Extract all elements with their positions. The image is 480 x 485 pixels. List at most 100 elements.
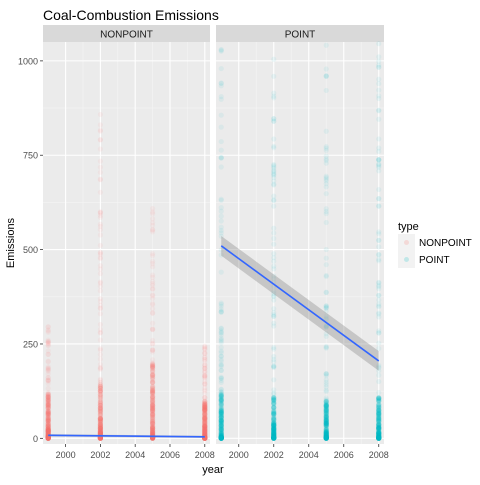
point-point <box>218 208 224 214</box>
point-nonpoint <box>97 427 104 433</box>
point-point <box>323 219 329 226</box>
point-point <box>323 435 329 441</box>
point-point <box>323 435 329 441</box>
point-nonpoint <box>149 412 156 418</box>
point-point <box>271 420 277 426</box>
point-point <box>218 410 224 416</box>
point-nonpoint <box>202 402 208 408</box>
point-point <box>218 434 224 440</box>
point-nonpoint <box>45 407 51 413</box>
point-point <box>323 435 329 441</box>
point-nonpoint <box>202 404 208 410</box>
point-nonpoint <box>97 406 104 412</box>
point-point <box>376 410 382 416</box>
point-point <box>376 418 382 424</box>
point-nonpoint <box>45 418 51 424</box>
point-point <box>218 401 224 407</box>
point-nonpoint <box>202 408 208 414</box>
point-nonpoint <box>202 354 208 361</box>
point-point <box>218 418 224 425</box>
point-point <box>376 256 382 262</box>
point-nonpoint <box>97 426 104 433</box>
point-point <box>376 435 382 441</box>
point-nonpoint <box>202 372 208 378</box>
point-point <box>218 425 224 431</box>
point-point <box>218 391 224 397</box>
point-nonpoint <box>149 423 156 430</box>
point-point <box>271 428 277 434</box>
point-point <box>376 432 382 438</box>
point-point <box>376 433 382 440</box>
point-point <box>376 41 382 47</box>
point-nonpoint <box>149 302 156 308</box>
point-nonpoint <box>202 411 208 417</box>
point-point <box>376 408 382 414</box>
point-point <box>218 435 224 441</box>
point-nonpoint <box>45 425 51 431</box>
point-nonpoint <box>149 429 156 435</box>
point-nonpoint <box>202 430 208 437</box>
point-nonpoint <box>149 405 156 411</box>
point-point <box>323 432 329 438</box>
point-point <box>376 303 382 309</box>
point-point <box>218 435 224 441</box>
point-nonpoint <box>97 415 104 422</box>
point-nonpoint <box>45 426 51 432</box>
point-point <box>323 262 329 268</box>
point-point <box>271 405 277 411</box>
point-point <box>323 434 329 440</box>
point-point <box>218 434 224 440</box>
point-nonpoint <box>97 251 104 258</box>
point-point <box>218 435 224 441</box>
point-point <box>323 418 329 424</box>
point-point <box>323 412 329 418</box>
point-nonpoint <box>97 402 104 408</box>
point-nonpoint <box>45 401 51 407</box>
point-nonpoint <box>202 427 208 433</box>
point-nonpoint <box>149 278 156 284</box>
point-point <box>271 363 277 369</box>
point-point <box>323 398 329 404</box>
point-point <box>271 431 277 437</box>
point-point <box>271 435 277 441</box>
point-nonpoint <box>149 423 156 429</box>
point-point <box>323 399 329 405</box>
point-nonpoint <box>97 377 104 383</box>
point-nonpoint <box>202 407 208 413</box>
point-nonpoint <box>149 424 156 430</box>
point-nonpoint <box>45 394 51 400</box>
point-nonpoint <box>97 409 104 415</box>
point-nonpoint <box>149 424 156 431</box>
point-point <box>218 348 224 354</box>
point-point <box>376 435 382 441</box>
point-nonpoint <box>149 400 156 406</box>
point-point <box>323 160 329 166</box>
point-nonpoint <box>45 405 51 411</box>
point-nonpoint <box>97 279 104 285</box>
point-point <box>376 435 382 441</box>
point-nonpoint <box>45 403 51 409</box>
point-nonpoint <box>202 362 208 368</box>
point-nonpoint <box>45 327 51 333</box>
strip-nonpoint <box>43 25 210 42</box>
point-nonpoint <box>202 426 208 432</box>
point-point <box>218 434 224 440</box>
point-point <box>218 425 224 431</box>
point-point <box>271 353 277 360</box>
point-point <box>323 414 329 420</box>
point-point <box>218 417 224 424</box>
point-point <box>271 426 277 432</box>
point-point <box>218 435 224 441</box>
point-point <box>323 410 329 416</box>
point-nonpoint <box>149 306 156 312</box>
point-point <box>376 425 382 431</box>
point-nonpoint <box>202 398 208 405</box>
point-nonpoint <box>97 381 104 388</box>
point-nonpoint <box>149 372 156 378</box>
point-point <box>323 191 329 197</box>
point-point <box>218 434 224 440</box>
point-nonpoint <box>149 362 156 369</box>
point-nonpoint <box>97 296 104 302</box>
point-nonpoint <box>202 423 208 429</box>
point-nonpoint <box>45 338 51 344</box>
